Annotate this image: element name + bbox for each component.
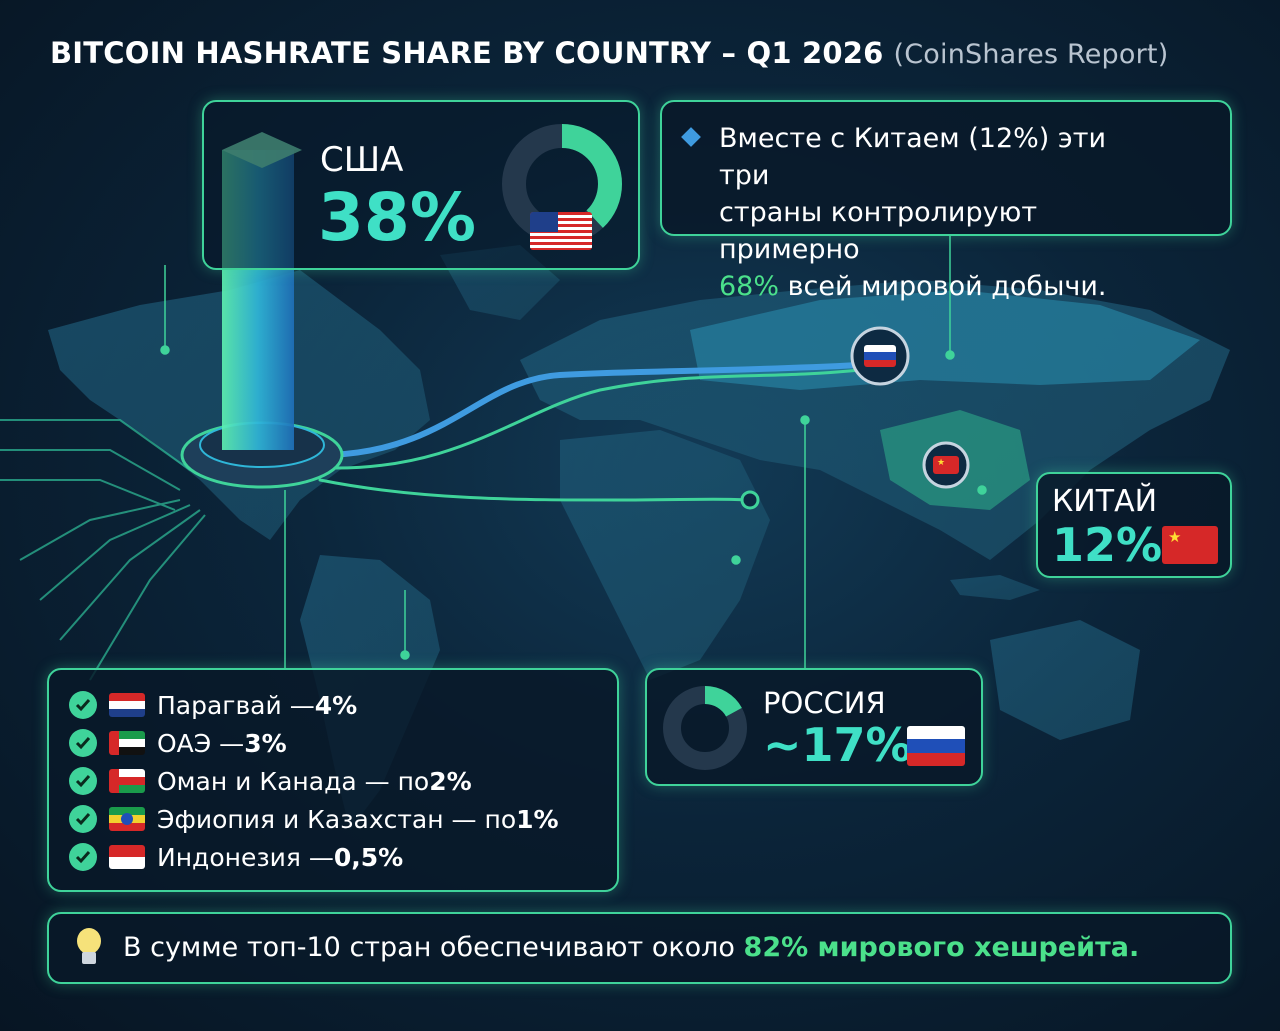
russia-flag — [907, 726, 965, 766]
footer-highlight: 82% мирового хешрейта. — [743, 932, 1140, 963]
check-icon — [69, 729, 97, 757]
oman-flag — [109, 769, 145, 793]
russia-panel: РОССИЯ ~17% — [645, 668, 983, 786]
uae-flag — [109, 731, 145, 755]
country-list-panel: Парагвай — 4% ОАЭ — 3% Оман и Канада — п… — [47, 668, 619, 892]
russia-donut-chart — [663, 686, 747, 770]
list-item-value: 1% — [516, 804, 559, 834]
connection-cables — [318, 362, 863, 502]
check-icon — [69, 805, 97, 833]
list-item: Оман и Канада — по 2% — [69, 764, 472, 798]
list-item-value: 0,5% — [333, 842, 404, 872]
africa-shape — [560, 430, 770, 680]
note-line-1: Вместе с Китаем (12%) эти три — [719, 123, 1107, 191]
ethiopia-flag — [109, 807, 145, 831]
russia-value: ~17% — [763, 718, 912, 772]
list-item-label: Парагвай — — [157, 690, 315, 720]
list-item-value: 4% — [314, 690, 358, 720]
circuit-lines — [0, 419, 206, 681]
usa-value: 38% — [318, 179, 476, 256]
usa-panel: США 38% — [202, 100, 640, 270]
list-item-value: 3% — [244, 728, 287, 758]
footer-main: В сумме топ-10 стран обеспечивают около — [123, 932, 744, 963]
russia-node-flag — [864, 345, 896, 367]
list-item: Парагвай — 4% — [69, 688, 357, 722]
usa-name: США — [320, 140, 404, 180]
list-item-label: Эфиопия и Казахстан — по — [157, 804, 517, 834]
check-icon — [69, 843, 97, 871]
uae-node — [740, 490, 760, 510]
indonesia-flag — [109, 845, 145, 869]
list-item-label: Индонезия — — [157, 842, 334, 872]
list-item-label: Оман и Канада — по — [157, 766, 430, 796]
china-name: КИТАЙ — [1052, 484, 1158, 519]
list-item: Индонезия — 0,5% — [69, 840, 403, 874]
russia-donut-arc — [663, 686, 747, 770]
us-flag — [530, 212, 592, 250]
paraguay-flag — [109, 693, 145, 717]
title-text: BITCOIN HASHRATE SHARE BY COUNTRY – Q1 2… — [50, 36, 884, 70]
leader-lines — [160, 235, 987, 668]
diamond-icon — [681, 127, 701, 147]
australia-shape — [990, 620, 1140, 740]
indonesia-shape — [950, 575, 1040, 600]
footer-text: В сумме топ-10 стран обеспечивают около … — [123, 932, 1139, 963]
title-source: (CoinShares Report) — [893, 39, 1169, 70]
russia-name: РОССИЯ — [763, 686, 886, 720]
china-panel: КИТАЙ 12% ★ — [1036, 472, 1232, 578]
page-title: BITCOIN HASHRATE SHARE BY COUNTRY – Q1 2… — [50, 36, 1168, 70]
china-node-flag: ★ — [933, 456, 959, 474]
note-line-3: всей мировой добычи. — [779, 271, 1107, 302]
footer-panel: В сумме топ-10 стран обеспечивают около … — [47, 912, 1232, 984]
china-flag: ★ — [1162, 526, 1218, 564]
list-item: ОАЭ — 3% — [69, 726, 287, 760]
lightbulb-icon — [73, 928, 105, 972]
summary-note-panel: Вместе с Китаем (12%) эти три страны кон… — [660, 100, 1232, 302]
list-item-label: ОАЭ — — [157, 728, 245, 758]
list-item-value: 2% — [429, 766, 472, 796]
check-icon — [69, 691, 97, 719]
note-highlight: 68% — [719, 271, 780, 302]
check-icon — [69, 767, 97, 795]
note-line-2: страны контролируют примерно — [719, 197, 1038, 265]
usa-donut-arc — [502, 124, 622, 244]
china-value: 12% — [1052, 518, 1163, 572]
summary-note-text: Вместе с Китаем (12%) эти три страны кон… — [719, 120, 1159, 305]
list-item: Эфиопия и Казахстан — по 1% — [69, 802, 559, 836]
